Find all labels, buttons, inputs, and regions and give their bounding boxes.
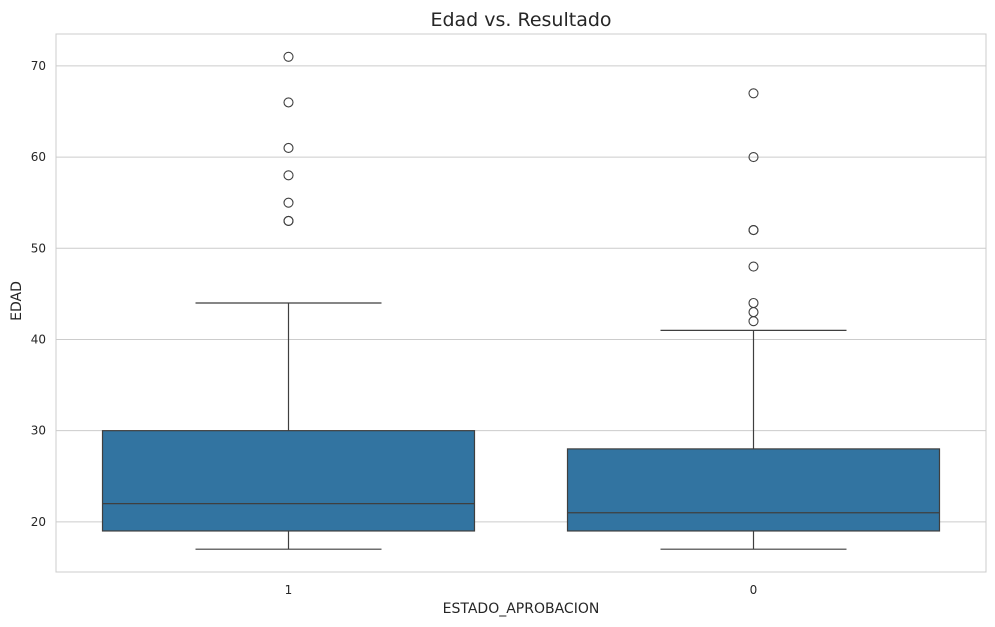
x-axis-label: ESTADO_APROBACION <box>443 601 600 617</box>
chart-title: Edad vs. Resultado <box>430 9 611 31</box>
outlier-point <box>748 152 759 163</box>
y-tick-label-50: 50 <box>31 241 46 255</box>
boxes-layer <box>101 51 941 550</box>
y-tick-label-70: 70 <box>31 59 46 73</box>
outlier-point <box>283 197 294 208</box>
outlier-point <box>748 297 759 309</box>
y-tick-label-60: 60 <box>31 150 46 164</box>
y-tick-label-30: 30 <box>31 424 46 438</box>
outlier-point <box>748 261 759 272</box>
outlier-point <box>283 215 294 226</box>
outlier-point <box>748 316 759 327</box>
iqr-box <box>101 430 476 532</box>
y-axis-label: EDAD <box>9 281 25 321</box>
box-0 <box>566 88 941 550</box>
plot-frame <box>55 33 987 573</box>
x-tick-label-0: 0 <box>750 583 758 597</box>
y-axis-ticks: 20 30 40 50 60 70 <box>31 59 46 529</box>
y-tick-label-20: 20 <box>31 515 46 529</box>
outlier-point <box>283 142 294 154</box>
outlier-point <box>748 88 759 99</box>
outlier-point <box>283 170 294 181</box>
outlier-point <box>283 51 294 62</box>
outlier-point <box>283 97 294 108</box>
iqr-box <box>566 448 941 532</box>
y-tick-label-40: 40 <box>31 332 46 346</box>
x-tick-label-1: 1 <box>285 583 293 597</box>
outlier-point <box>748 307 759 318</box>
outlier-point <box>748 225 759 236</box>
box-1 <box>101 51 476 550</box>
